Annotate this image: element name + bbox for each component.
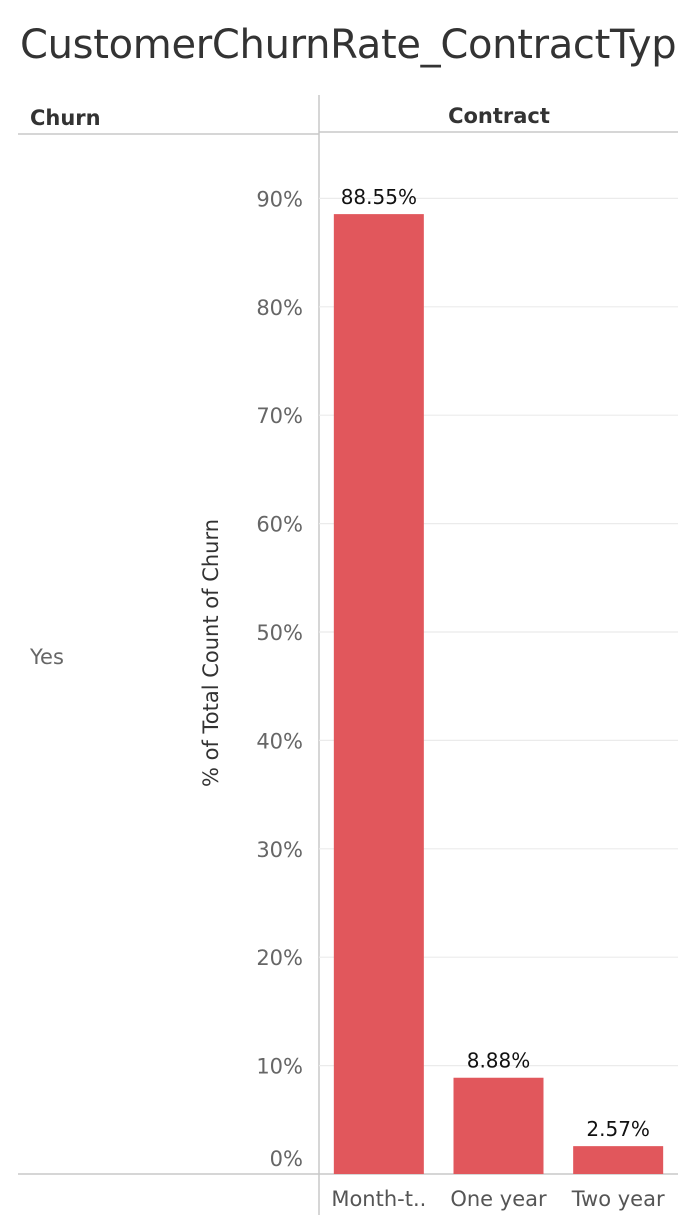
x-axis-ticks: Month-t.. One year Two year — [331, 1187, 665, 1211]
bar — [453, 1077, 544, 1174]
y-axis-ticks: 0% 10% 20% 30% 40% 50% 60% 70% 80% 90% — [256, 187, 303, 1171]
data-label: 8.88% — [467, 1049, 531, 1073]
bar — [333, 214, 424, 1175]
column-header-contract: Contract — [448, 104, 550, 128]
y-tick-label: 80% — [256, 296, 303, 320]
y-tick-label: 0% — [270, 1147, 303, 1171]
y-tick-label: 60% — [256, 513, 303, 537]
data-label: 2.57% — [586, 1117, 650, 1141]
data-labels: 88.55% 8.88% 2.57% — [341, 185, 650, 1141]
bar — [573, 1146, 664, 1174]
chart-title: CustomerChurnRate_ContractType — [20, 22, 678, 68]
x-category-label: Two year — [571, 1187, 665, 1211]
y-tick-label: 10% — [256, 1055, 303, 1079]
x-category-label: Month-t.. — [331, 1187, 426, 1211]
bars — [333, 214, 664, 1175]
y-tick-label: 40% — [256, 729, 303, 753]
y-axis-title: % of Total Count of Churn — [199, 519, 223, 787]
y-tick-label: 50% — [256, 621, 303, 645]
y-tick-label: 30% — [256, 838, 303, 862]
data-label: 88.55% — [341, 185, 417, 209]
row-label-yes: Yes — [29, 645, 64, 669]
row-header-churn: Churn — [30, 106, 101, 130]
x-category-label: One year — [450, 1187, 547, 1211]
y-tick-label: 20% — [256, 946, 303, 970]
y-tick-label: 70% — [256, 404, 303, 428]
y-tick-label: 90% — [256, 187, 303, 211]
